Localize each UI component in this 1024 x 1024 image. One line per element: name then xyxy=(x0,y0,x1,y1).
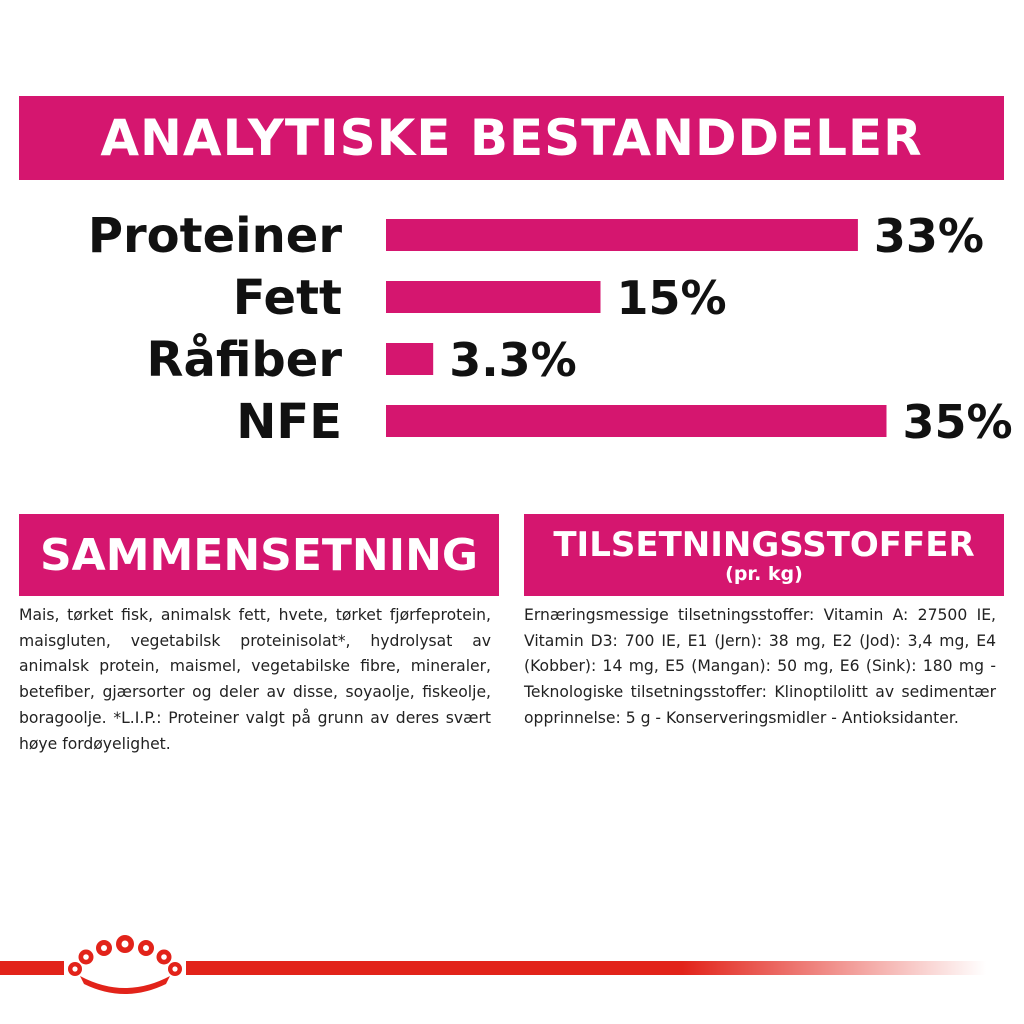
analytical-constituents-banner: ANALYTISKE BESTANDDELER xyxy=(19,96,1004,180)
category-label-proteiner: Proteiner xyxy=(88,208,343,264)
category-label-nfe: NFE xyxy=(236,394,342,450)
constituents-bar-chart: Proteiner 33% Fett 15% Råfiber 3.3% NFE 35% xyxy=(88,208,1013,450)
category-label-fett: Fett xyxy=(233,270,342,326)
value-label-rafiber: 3.3% xyxy=(449,333,577,387)
additives-banner: TILSETNINGSSTOFFER (pr. kg) xyxy=(524,514,1004,596)
value-label-fett: 15% xyxy=(617,271,727,325)
page-title: ANALYTISKE BESTANDDELER xyxy=(100,109,923,167)
additives-title: TILSETNINGSSTOFFER xyxy=(553,525,975,565)
bar-rafiber xyxy=(386,343,434,375)
additives-text: Ernæringsmessige tilsetningsstoffer: Vit… xyxy=(524,606,996,727)
value-label-nfe: 35% xyxy=(903,395,1013,449)
additives-subtitle: (pr. kg) xyxy=(725,563,803,585)
bar-fett xyxy=(386,281,601,313)
footer-line-right xyxy=(186,961,986,975)
royal-canin-crown-icon xyxy=(68,935,182,994)
composition-text: Mais, tørket fisk, animalsk fett, hvete,… xyxy=(19,606,491,753)
composition-banner: SAMMENSETNING xyxy=(19,514,499,596)
category-label-rafiber: Råfiber xyxy=(146,332,342,388)
footer-line-left xyxy=(0,961,64,975)
bar-nfe xyxy=(386,405,887,437)
bar-proteiner xyxy=(386,219,858,251)
value-label-proteiner: 33% xyxy=(874,209,984,263)
composition-title: SAMMENSETNING xyxy=(39,529,479,581)
